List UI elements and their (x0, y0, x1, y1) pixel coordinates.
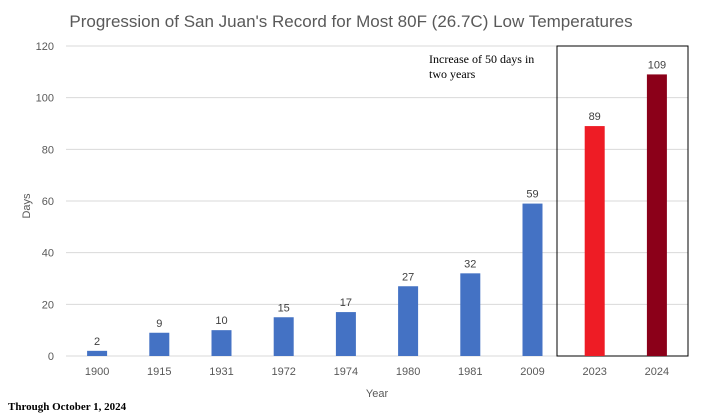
x-axis-label: Year (366, 388, 389, 400)
data-label-1981: 32 (464, 258, 476, 270)
annotation-line-2: two years (429, 67, 476, 81)
bar-1981 (460, 273, 481, 356)
y-tick-label: 120 (36, 41, 54, 53)
bar-2023 (584, 126, 605, 356)
data-label-2024: 109 (648, 59, 666, 71)
y-tick-label: 60 (42, 196, 54, 208)
data-label-1974: 17 (340, 297, 352, 309)
bar-2009 (522, 203, 543, 356)
bar-1931 (211, 330, 232, 356)
data-label-2009: 59 (526, 189, 538, 201)
highlight-box (556, 45, 689, 357)
annotation-line-1: Increase of 50 days in (429, 52, 534, 66)
x-axis-ticks: 1900 1915 1931 1972 1974 1980 1981 2009 2023 2024 (85, 366, 669, 378)
data-labels: 2 9 10 15 17 27 32 59 89 109 (94, 59, 666, 347)
bars (87, 74, 667, 357)
data-label-2023: 89 (589, 111, 601, 123)
bar-1972 (273, 317, 294, 356)
x-tick-label-1915: 1915 (147, 366, 171, 378)
y-tick-label: 100 (36, 93, 54, 105)
data-label-1915: 9 (156, 318, 162, 330)
x-tick-label-1981: 1981 (458, 366, 482, 378)
x-tick-label-2023: 2023 (582, 366, 606, 378)
data-label-1900: 2 (94, 336, 100, 348)
footnote: Through October 1, 2024 (8, 401, 127, 413)
x-tick-label-1974: 1974 (334, 366, 358, 378)
x-tick-label-2009: 2009 (520, 366, 544, 378)
bar-1974 (335, 312, 356, 356)
y-tick-label: 40 (42, 248, 54, 260)
data-label-1931: 10 (215, 315, 227, 327)
data-label-1980: 27 (402, 271, 414, 283)
x-tick-label-1931: 1931 (209, 366, 233, 378)
x-tick-label-2024: 2024 (645, 366, 669, 378)
gridlines (66, 45, 688, 357)
y-axis-label: Days (21, 193, 33, 219)
y-tick-label: 80 (42, 144, 54, 156)
chart-title: Progression of San Juan's Record for Mos… (69, 12, 632, 31)
bar-2024 (646, 74, 667, 357)
y-tick-label: 20 (42, 299, 54, 311)
y-tick-label: 0 (48, 351, 54, 363)
x-tick-label-1900: 1900 (85, 366, 109, 378)
bar-1915 (149, 332, 170, 356)
x-tick-label-1972: 1972 (271, 366, 295, 378)
x-tick-label-1980: 1980 (396, 366, 420, 378)
data-label-1972: 15 (278, 302, 290, 314)
y-axis-ticks: 0 20 40 60 80 100 120 (36, 41, 54, 363)
bar-1900 (87, 350, 108, 356)
bar-1980 (398, 286, 419, 356)
